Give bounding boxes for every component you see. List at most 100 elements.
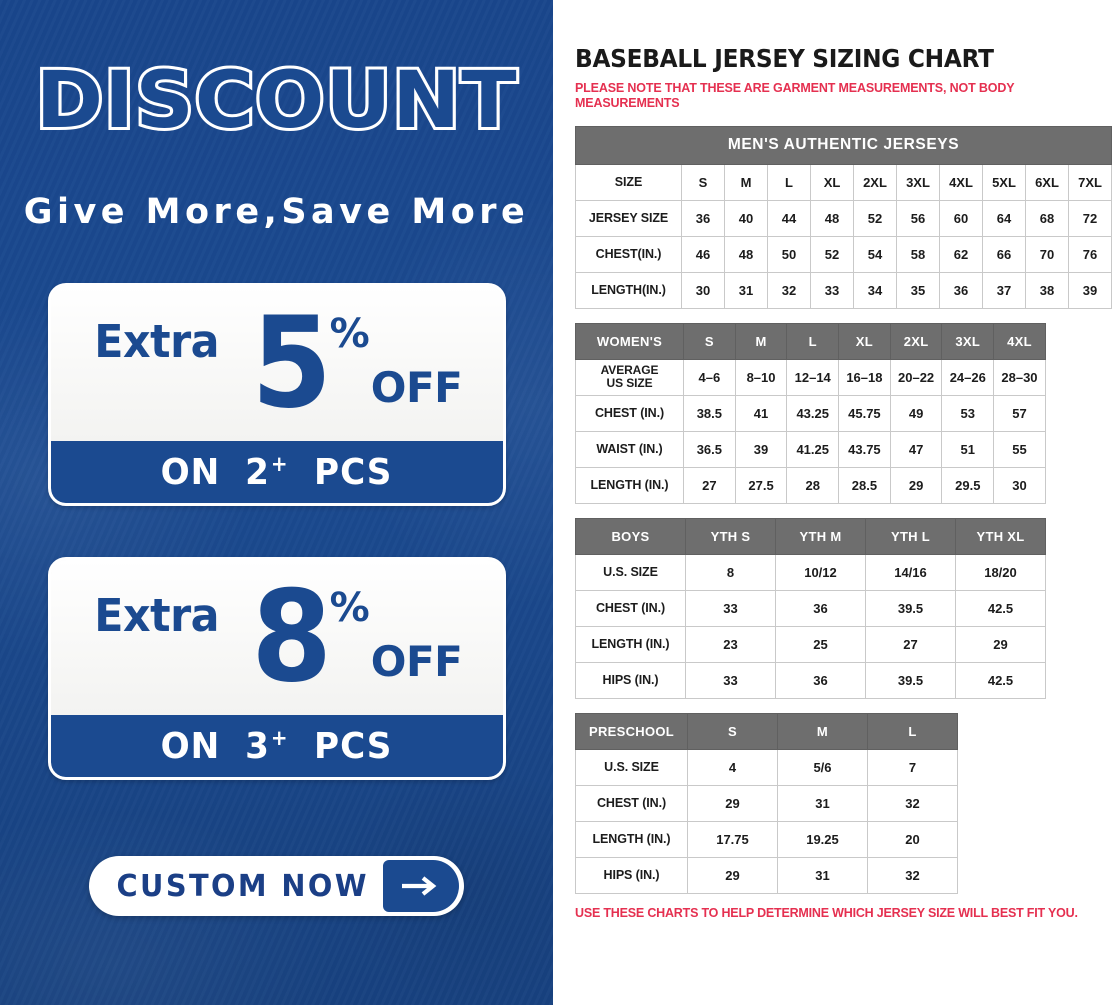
cell: 51	[941, 430, 995, 468]
table-mens-authentic-jerseys: MEN'S AUTHENTIC JERSEYS SIZE S M L XL 2X…	[574, 125, 1113, 309]
cell: 7XL	[1067, 163, 1113, 201]
table-row: LENGTH(IN.) 30 31 32 33 34 35 36 37 38 3…	[575, 271, 1113, 309]
column-header: L	[786, 322, 840, 360]
cell: 33	[810, 271, 854, 309]
row-label: JERSEY SIZE	[575, 199, 682, 237]
chart-footer-note: USE THESE CHARTS TO HELP DETERMINE WHICH…	[575, 905, 1078, 920]
cell: 7	[867, 748, 958, 786]
cell: 32	[767, 271, 811, 309]
table-row: CHEST(IN.) 46 48 50 52 54 58 62 66 70 76	[575, 235, 1113, 273]
page-title: DISCOUNT	[32, 56, 519, 146]
cell: 43.75	[838, 430, 891, 468]
cell: 30	[993, 466, 1046, 504]
cell: 14/16	[865, 553, 956, 591]
pcs-label: PCS	[313, 725, 392, 767]
cell: 8	[685, 553, 776, 591]
cell: 3XL	[896, 163, 940, 201]
cell: 27	[865, 625, 956, 663]
cell: 38	[1025, 271, 1069, 309]
percent-sign: %	[329, 585, 370, 632]
cell: 20	[867, 820, 958, 858]
cell: 29	[955, 625, 1046, 663]
table-row: U.S. SIZE 4 5/6 7	[575, 748, 958, 786]
cell: 50	[767, 235, 811, 273]
chart-note: PLEASE NOTE THAT THESE ARE GARMENT MEASU…	[575, 81, 1015, 111]
row-label: AVERAGE US SIZE	[575, 358, 684, 396]
cell: 25	[775, 625, 866, 663]
extra-label: Extra	[93, 589, 219, 642]
cell: 66	[982, 235, 1026, 273]
off-label: OFF	[370, 362, 463, 412]
row-label: U.S. SIZE	[575, 553, 686, 591]
column-header: WOMEN'S	[575, 322, 684, 360]
cell: 31	[777, 856, 868, 894]
cell: 39.5	[865, 661, 956, 699]
cell: 39.5	[865, 589, 956, 627]
cell: 37	[982, 271, 1026, 309]
cell: 27	[683, 466, 736, 504]
on-label: ON	[160, 725, 221, 767]
cell: 29.5	[941, 466, 995, 504]
table-banner-title: MEN'S AUTHENTIC JERSEYS	[574, 125, 1113, 165]
cell: 53	[941, 394, 995, 432]
qty-plus: +	[270, 725, 289, 750]
cell: 24–26	[941, 358, 995, 396]
cell: 54	[853, 235, 897, 273]
cell: 34	[853, 271, 897, 309]
percent-group: 5 % OFF	[248, 300, 463, 426]
qty-value: 2	[244, 451, 270, 493]
cell: 6XL	[1025, 163, 1069, 201]
table-preschool: PRESCHOOL S M L U.S. SIZE 4 5/6 7 CHEST …	[575, 712, 958, 894]
table-row: HIPS (IN.) 33 36 39.5 42.5	[575, 661, 1046, 699]
cell: 58	[896, 235, 940, 273]
column-header: L	[867, 712, 958, 750]
cell: 46	[681, 235, 725, 273]
discount-card-5-percent[interactable]: Extra 5 % OFF ON 2+ PCS	[47, 283, 506, 506]
cell: 30	[681, 271, 725, 309]
cell: 4	[687, 748, 778, 786]
cell: 48	[810, 199, 854, 237]
arrow-right-icon[interactable]	[383, 860, 459, 912]
cell: 35	[896, 271, 940, 309]
off-label: OFF	[370, 636, 463, 686]
chart-title: BASEBALL JERSEY SIZING CHART	[575, 44, 994, 73]
cell: 39	[734, 430, 788, 468]
cell: 28	[786, 466, 840, 504]
discount-promo-panel: DISCOUNT Give More,Save More Extra 5 % O…	[0, 0, 553, 1005]
row-label: LENGTH (IN.)	[575, 625, 686, 663]
table-row: AVERAGE US SIZE 4–6 8–10 12–14 16–18 20–2…	[575, 358, 1046, 396]
cell: 52	[853, 199, 897, 237]
table-header-row: PRESCHOOL S M L	[575, 712, 958, 750]
custom-now-button[interactable]: CUSTOM NOW	[89, 856, 464, 916]
discount-card-8-percent[interactable]: Extra 8 % OFF ON 3+ PCS	[47, 557, 506, 780]
cell: L	[767, 163, 811, 201]
cell: 55	[993, 430, 1046, 468]
qty-label: 3+	[245, 726, 288, 767]
cell: 29	[687, 856, 778, 894]
cell: 2XL	[853, 163, 897, 201]
cell: 41	[734, 394, 788, 432]
cell: XL	[810, 163, 854, 201]
row-label: CHEST (IN.)	[575, 394, 684, 432]
row-label: SIZE	[575, 163, 682, 201]
table-row: CHEST (IN.) 29 31 32	[575, 784, 958, 822]
cell: 4–6	[683, 358, 736, 396]
table-row: CHEST (IN.) 38.5 41 43.25 45.75 49 53 57	[575, 394, 1046, 432]
cell: 36	[775, 661, 866, 699]
row-label: WAIST (IN.)	[575, 430, 684, 468]
row-label: CHEST (IN.)	[575, 784, 688, 822]
on-label: ON	[160, 451, 221, 493]
cell: 4XL	[939, 163, 983, 201]
cell: S	[681, 163, 725, 201]
cell: 57	[993, 394, 1046, 432]
cell: 48	[724, 235, 768, 273]
table-row: LENGTH (IN.) 17.75 19.25 20	[575, 820, 958, 858]
row-label-line2: US SIZE	[606, 376, 653, 390]
table-row: SIZE S M L XL 2XL 3XL 4XL 5XL 6XL 7XL	[575, 163, 1113, 201]
promo-subtitle: Give More,Save More	[23, 192, 530, 232]
cell: 49	[889, 394, 943, 432]
extra-label: Extra	[93, 315, 219, 368]
percent-group: 8 % OFF	[248, 574, 463, 700]
cell: 60	[939, 199, 983, 237]
